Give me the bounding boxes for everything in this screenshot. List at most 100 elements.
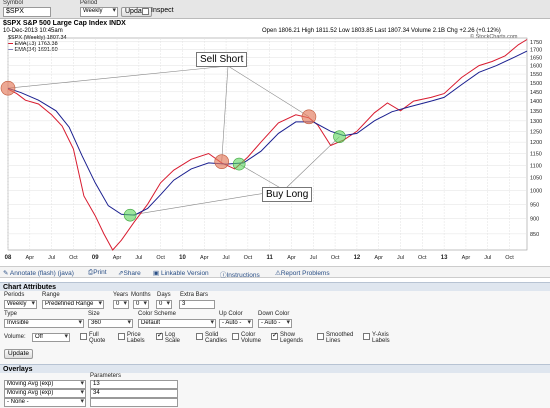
update-button[interactable]: Update bbox=[121, 7, 152, 17]
y-tick-label: 1200 bbox=[530, 140, 542, 146]
x-tick-label: Oct bbox=[505, 255, 514, 261]
x-tick-label: 09 bbox=[92, 255, 99, 261]
up-color-label: Up Color bbox=[219, 311, 243, 317]
range-select[interactable]: Predefined Range bbox=[42, 300, 104, 309]
warning-icon: ⚠ bbox=[275, 270, 281, 277]
years-label: Years bbox=[113, 292, 129, 298]
y-tick-label: 900 bbox=[530, 217, 539, 223]
ema13-legend-label: EMA(13) 1763.38 bbox=[14, 41, 58, 47]
extra-bars-label: Extra Bars bbox=[180, 292, 209, 298]
period-label: Period bbox=[80, 0, 98, 6]
range-label: Range bbox=[42, 292, 60, 298]
sell-connector-line bbox=[7, 65, 229, 89]
x-tick-label: Apr bbox=[374, 255, 383, 261]
x-tick-label: Oct bbox=[418, 255, 427, 261]
ohlc-quote: Open 1806.21 High 1811.52 Low 1803.85 La… bbox=[262, 28, 501, 34]
checkbox[interactable] bbox=[196, 333, 203, 340]
type-select[interactable]: Invisible bbox=[4, 319, 84, 328]
down-color-select[interactable]: - Auto - bbox=[258, 319, 292, 328]
up-color-select[interactable]: - Auto - bbox=[219, 319, 253, 328]
y-tick-label: 1150 bbox=[530, 151, 542, 157]
x-tick-label: Jul bbox=[397, 255, 404, 261]
y-tick-label: 1350 bbox=[530, 109, 542, 115]
link-icon: ▣ bbox=[153, 270, 160, 277]
ema13-line bbox=[7, 39, 528, 251]
printer-icon: ⎙ bbox=[88, 269, 94, 276]
checkbox[interactable] bbox=[80, 333, 87, 340]
x-tick-label: Apr bbox=[26, 255, 35, 261]
overlay-type-select[interactable]: - None - bbox=[4, 398, 86, 407]
checkbox-label: Smoothed Lines bbox=[326, 332, 354, 344]
y-tick-label: 1450 bbox=[530, 90, 542, 96]
inspect-checkbox[interactable] bbox=[142, 8, 149, 15]
checkbox[interactable] bbox=[317, 333, 324, 340]
y-tick-label: 1500 bbox=[530, 81, 542, 87]
ema13-swatch bbox=[8, 43, 13, 45]
instructions-link[interactable]: ⓘInstructions bbox=[220, 272, 260, 279]
overlay-parameter-input[interactable]: 34 bbox=[90, 389, 178, 398]
months-label: Months bbox=[131, 292, 151, 298]
extra-bars-input[interactable]: 3 bbox=[179, 300, 215, 309]
checkbox[interactable] bbox=[156, 331, 163, 340]
y-tick-label: 1600 bbox=[530, 64, 542, 70]
checkbox[interactable] bbox=[271, 331, 278, 340]
period-select[interactable]: Weekly bbox=[80, 7, 118, 17]
chart-date: 10-Dec-2013 10:45am bbox=[3, 28, 63, 34]
y-tick-label: 1700 bbox=[530, 47, 542, 53]
chart-attributes-header: Chart Attributes bbox=[0, 282, 550, 291]
parameters-label: Parameters bbox=[90, 373, 122, 379]
buy-marker bbox=[232, 157, 246, 171]
volume-select[interactable]: Off bbox=[32, 333, 70, 342]
ema34-line bbox=[7, 50, 528, 216]
checkbox[interactable] bbox=[232, 333, 239, 340]
sell-marker bbox=[214, 154, 230, 169]
x-tick-label: 10 bbox=[179, 255, 186, 261]
y-tick-label: 1550 bbox=[530, 72, 542, 78]
overlay-parameter-input[interactable] bbox=[90, 398, 178, 407]
y-tick-label: 950 bbox=[530, 202, 539, 208]
years-select[interactable]: 0 bbox=[113, 300, 129, 309]
x-tick-label: 08 bbox=[5, 255, 12, 261]
y-tick-label: 1000 bbox=[530, 189, 542, 195]
checkbox[interactable] bbox=[363, 333, 370, 340]
chart-toolbar: ✎ Annotate (flash) (java) ⎙Print ⇗Share … bbox=[0, 266, 550, 279]
days-select[interactable]: 0 bbox=[156, 300, 172, 309]
overlay-type-select[interactable]: Moving Avg (exp) bbox=[4, 380, 86, 389]
y-tick-label: 1300 bbox=[530, 119, 542, 125]
periods-label: Periods bbox=[4, 292, 25, 298]
y-tick-label: 1750 bbox=[530, 40, 542, 46]
report-problems-link[interactable]: ⚠Report Problems bbox=[275, 270, 330, 277]
x-tick-label: Jul bbox=[135, 255, 142, 261]
sell-connector-line bbox=[227, 65, 310, 118]
overlay-type-select[interactable]: Moving Avg (exp) bbox=[4, 389, 86, 398]
overlay-parameter-input[interactable]: 13 bbox=[90, 380, 178, 389]
x-tick-label: Jul bbox=[223, 255, 230, 261]
print-link[interactable]: ⎙Print bbox=[88, 269, 107, 276]
share-link[interactable]: ⇗Share bbox=[118, 270, 141, 277]
chart-area[interactable]: $SPX S&P 500 Large Cap Index INDX 10-Dec… bbox=[0, 20, 550, 266]
y-tick-label: 1650 bbox=[530, 55, 542, 61]
periods-select[interactable]: Weekly bbox=[4, 300, 37, 309]
volume-label: Volume: bbox=[4, 334, 26, 340]
x-tick-label: Jul bbox=[310, 255, 317, 261]
x-tick-label: Oct bbox=[331, 255, 340, 261]
stockcharts-watermark: © StockCharts.com bbox=[470, 34, 518, 40]
linkable-version-link[interactable]: ▣ Linkable Version bbox=[153, 270, 209, 277]
x-tick-label: 11 bbox=[267, 255, 274, 261]
y-tick-label: 1400 bbox=[530, 99, 542, 105]
size-select[interactable]: 360 bbox=[88, 319, 133, 328]
x-tick-label: Oct bbox=[69, 255, 78, 261]
color-scheme-select[interactable]: Default bbox=[138, 319, 216, 328]
buy-marker bbox=[333, 130, 346, 143]
symbol-input[interactable]: $SPX bbox=[3, 7, 51, 17]
sell-marker bbox=[0, 80, 16, 96]
checkbox[interactable] bbox=[118, 333, 125, 340]
x-tick-label: 13 bbox=[441, 255, 448, 261]
inspect-label: Inspect bbox=[151, 7, 174, 14]
annotate-link[interactable]: ✎ Annotate (flash) (java) bbox=[3, 270, 74, 277]
checkbox-label: Solid Candles bbox=[205, 332, 228, 344]
attributes-update-button[interactable]: Update bbox=[4, 349, 33, 359]
months-select[interactable]: 0 bbox=[133, 300, 149, 309]
x-tick-label: Apr bbox=[462, 255, 471, 261]
x-tick-label: Oct bbox=[244, 255, 253, 261]
